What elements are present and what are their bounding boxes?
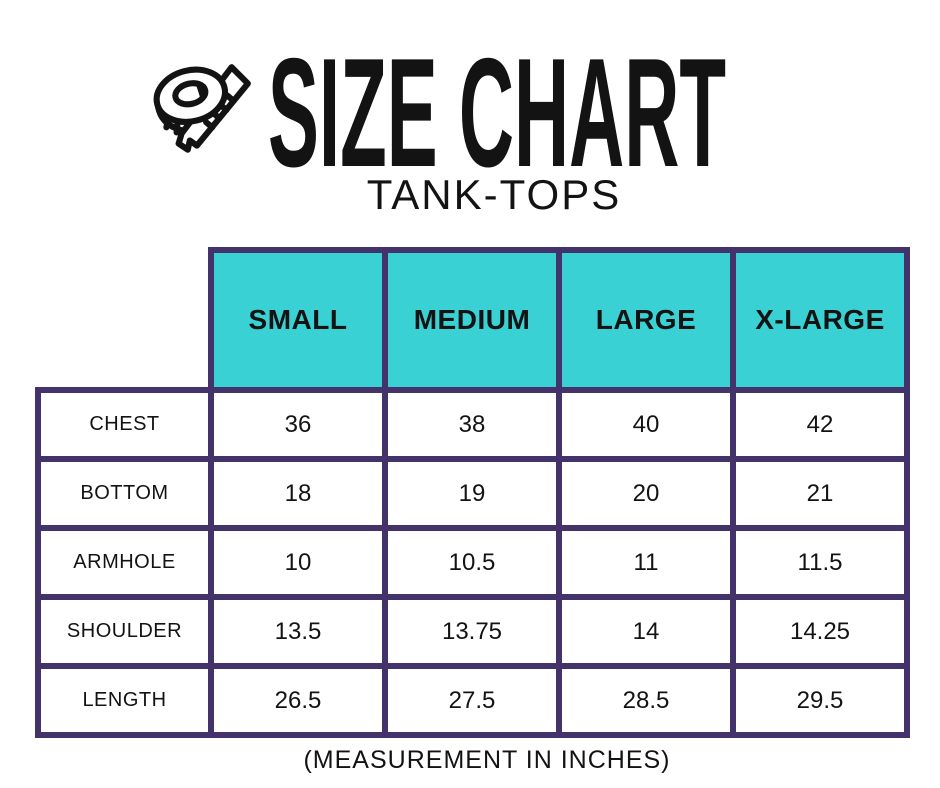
cell-value: 14.25 [730, 594, 910, 669]
cell-value: 38 [382, 387, 562, 462]
row-label: SHOULDER [35, 594, 214, 669]
cell-value: 40 [556, 387, 736, 462]
table-corner-blank [38, 250, 211, 390]
cell-value: 28.5 [556, 663, 736, 738]
cell-value: 42 [730, 387, 910, 462]
size-header-small: SMALL [208, 247, 388, 393]
size-header-large: LARGE [556, 247, 736, 393]
table-row-shoulder: SHOULDER 13.5 13.75 14 14.25 [35, 594, 910, 669]
row-label: CHEST [35, 387, 214, 462]
cell-value: 27.5 [382, 663, 562, 738]
measurement-note: (MEASUREMENT IN INCHES) [303, 746, 671, 774]
table-row-length: LENGTH 26.5 27.5 28.5 29.5 [35, 663, 910, 738]
table-row-chest: CHEST 36 38 40 42 [35, 387, 910, 462]
table-header-row: SMALL MEDIUM LARGE X-LARGE [38, 247, 910, 393]
row-label: BOTTOM [35, 456, 214, 531]
row-label: ARMHOLE [35, 525, 214, 600]
cell-value: 13.5 [208, 594, 388, 669]
page-subtitle: TANK-TOPS [366, 171, 622, 218]
cell-value: 21 [730, 456, 910, 531]
table-row-armhole: ARMHOLE 10 10.5 11 11.5 [35, 525, 910, 600]
cell-value: 10 [208, 525, 388, 600]
cell-value: 18 [208, 456, 388, 531]
cell-value: 29.5 [730, 663, 910, 738]
cell-value: 14 [556, 594, 736, 669]
size-header-medium: MEDIUM [382, 247, 562, 393]
cell-value: 10.5 [382, 525, 562, 600]
size-header-xlarge: X-LARGE [730, 247, 910, 393]
cell-value: 19 [382, 456, 562, 531]
cell-value: 26.5 [208, 663, 388, 738]
row-label: LENGTH [35, 663, 214, 738]
size-table: SMALL MEDIUM LARGE X-LARGE CHEST 36 38 4… [35, 247, 910, 738]
cell-value: 13.75 [382, 594, 562, 669]
cell-value: 11.5 [730, 525, 910, 600]
table-row-bottom: BOTTOM 18 19 20 21 [35, 456, 910, 531]
measuring-tape-icon [153, 64, 251, 153]
title-graphic: SIZE CHART [268, 26, 726, 199]
cell-value: 20 [556, 456, 736, 531]
title-row: SIZE CHART [0, 26, 908, 199]
page-title: SIZE CHART [268, 26, 726, 199]
cell-value: 11 [556, 525, 736, 600]
cell-value: 36 [208, 387, 388, 462]
